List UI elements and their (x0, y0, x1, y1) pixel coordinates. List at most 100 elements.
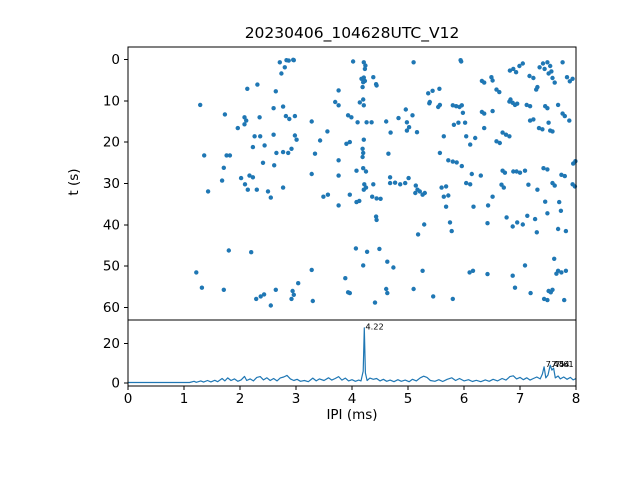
scatter-point (485, 221, 490, 226)
scatter-point (345, 113, 351, 118)
scatter-point (343, 276, 348, 281)
scatter-point (274, 150, 279, 156)
top-y-ticks: 0 10 20 30 40 50 60 (103, 52, 128, 316)
scatter-point (494, 87, 499, 92)
scatter-point (364, 249, 370, 254)
scatter-point (310, 298, 315, 304)
scatter-point (482, 111, 487, 116)
scatter-point (437, 150, 443, 156)
scatter-point (573, 159, 578, 164)
scatter-point (563, 228, 569, 234)
scatter-point (497, 89, 502, 95)
scatter-point (532, 216, 538, 222)
scatter-point (413, 183, 418, 188)
scatter-point (292, 133, 298, 138)
scatter-point (522, 263, 528, 268)
scatter-point (235, 125, 240, 131)
scatter-point (513, 70, 519, 75)
scatter-point (391, 265, 396, 270)
scatter-point (374, 196, 379, 201)
scatter-point (517, 63, 522, 69)
scatter-point (545, 106, 550, 111)
scatter-point (473, 135, 478, 141)
scatter-point (548, 63, 553, 69)
scatter-point (255, 82, 260, 87)
figure-title: 20230406_104628UTC_V12 (244, 24, 460, 42)
scatter-point (508, 97, 513, 102)
scatter-point (309, 267, 314, 273)
scatter-point (514, 169, 519, 174)
scatter-point (485, 271, 490, 277)
scatter-point (371, 75, 376, 80)
scatter-point (347, 290, 352, 296)
scatter-point (321, 194, 326, 199)
scatter-point (546, 120, 551, 125)
scatter-point (422, 190, 427, 196)
scatter-point (238, 175, 244, 181)
scatter-point (325, 129, 330, 134)
scatter-point (413, 190, 418, 196)
scatter-point (454, 104, 459, 109)
scatter-point (392, 180, 398, 185)
scatter-point (462, 120, 468, 125)
scatter-point (242, 115, 247, 120)
scatter-point (545, 297, 550, 303)
scatter-point (271, 132, 276, 137)
y-tick-label: 0 (111, 52, 120, 68)
scatter-point (296, 281, 301, 286)
scatter-point (361, 75, 366, 80)
scatter-point (373, 214, 379, 219)
scatter-point (268, 195, 273, 200)
scatter-point (507, 68, 513, 73)
scatter-point (404, 128, 410, 133)
scatter-point (280, 104, 286, 109)
x-tick-label: 0 (124, 391, 133, 407)
scatter-point (194, 270, 199, 275)
y-tick-label: 10 (103, 93, 120, 109)
scatter-point (260, 160, 266, 165)
scatter-point (468, 182, 473, 187)
scatter-point (550, 287, 555, 292)
scatter-point (357, 100, 362, 105)
scatter-point (515, 101, 520, 106)
scatter-point (258, 134, 263, 139)
scatter-point (250, 144, 256, 150)
scatter-point (344, 141, 349, 146)
x-tick-label: 3 (292, 391, 301, 407)
scatter-point (552, 256, 557, 261)
scatter-point (446, 193, 451, 198)
scatter-point (559, 270, 564, 275)
scatter-point (554, 271, 559, 276)
scatter-point (510, 273, 515, 278)
scatter-point (378, 196, 383, 201)
scatter-point (361, 263, 366, 268)
scatter-point (470, 268, 476, 273)
scatter-point (371, 182, 376, 187)
scatter-point (361, 80, 366, 85)
scatter-point (226, 248, 231, 253)
scatter-point (265, 189, 271, 194)
scatter-point (242, 182, 248, 187)
scatter-point (426, 91, 431, 96)
scatter-point (291, 57, 296, 62)
x-tick-label: 7 (516, 391, 525, 407)
scatter-point (277, 60, 282, 65)
scatter-point (312, 151, 318, 156)
scatter-point (227, 153, 233, 158)
peak-annotation: 4.22 (365, 321, 383, 331)
scatter-point (512, 285, 518, 290)
scatter-point (282, 65, 287, 70)
scatter-point (385, 290, 390, 296)
scatter-point (447, 220, 453, 225)
scatter-point (458, 58, 463, 63)
scatter-point (535, 187, 540, 192)
scatter-point (555, 102, 561, 108)
scatter-point (279, 71, 284, 76)
scatter-point (404, 120, 410, 125)
scatter-point (357, 198, 362, 204)
scatter-point (446, 158, 451, 163)
scatter-point (222, 112, 228, 117)
scatter-point (258, 294, 263, 299)
scatter-point (224, 153, 229, 158)
x-ticks: 0 1 2 3 4 5 6 7 8 (124, 386, 580, 407)
